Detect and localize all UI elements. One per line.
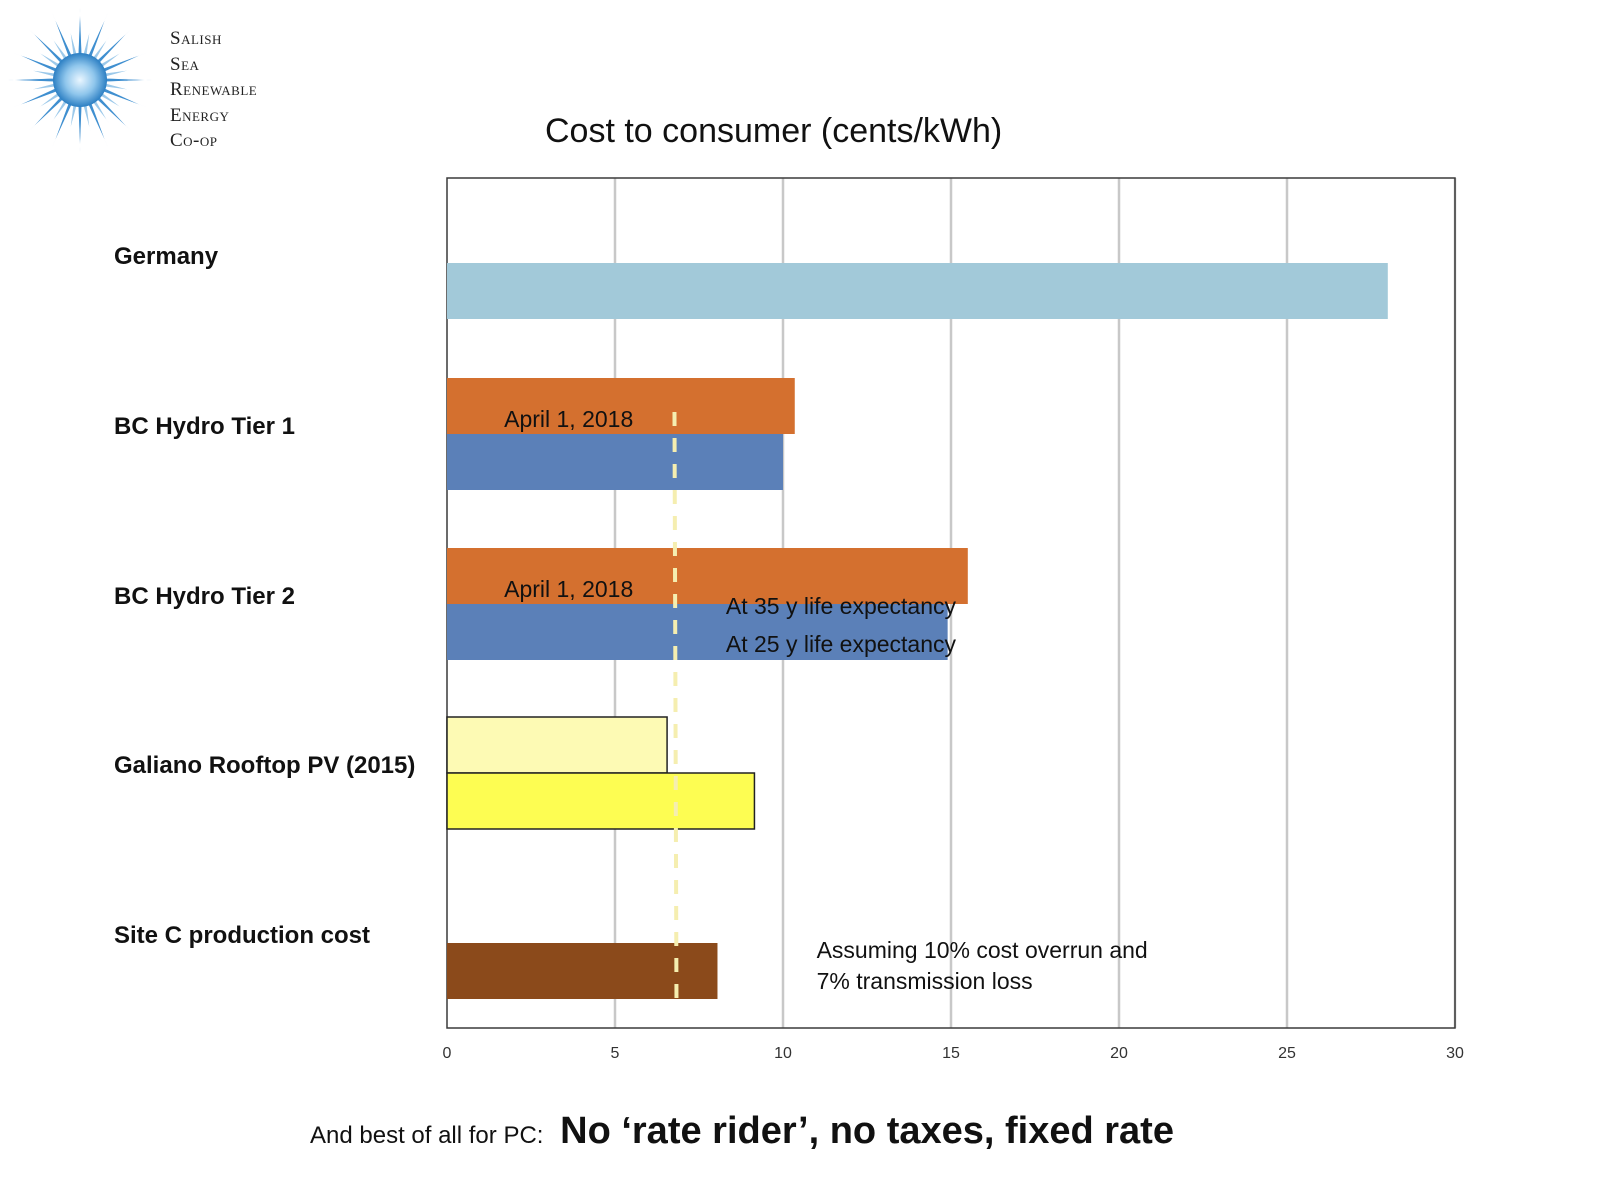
category-label: Galiano Rooftop PV (2015) (114, 752, 415, 779)
logo-line: Salish (170, 28, 222, 49)
logo-line: Renewable (170, 79, 258, 100)
reference-line (672, 411, 679, 1001)
bar (447, 604, 948, 660)
footer-prefix: And best of all for PC: (310, 1122, 544, 1149)
bar (447, 263, 1388, 319)
x-tick-label: 10 (774, 1045, 792, 1062)
logo-wordmark: Salish Sea Renewable Energy Co-op (170, 26, 257, 154)
bar-chart: 0 5 10 15 20 25 30 Germany BC Hydro Tier 1 BC Hyd… (114, 177, 1464, 1062)
sun-logo-icon (7, 7, 153, 153)
chart-title: Cost to consumer (cents/kWh) (545, 112, 1003, 150)
logo: Salish Sea Renewable Energy Co-op (4, 6, 257, 156)
x-tick-label: 30 (1446, 1045, 1464, 1062)
annotation-label: At 25 y life expectancy (726, 631, 957, 657)
logo-line: Sea (170, 53, 200, 75)
x-tick-label: 20 (1110, 1045, 1128, 1062)
annotation-label: Assuming 10% cost overrun and (817, 937, 1148, 963)
logo-line: Energy (170, 104, 230, 126)
annotation-label: At 35 y life expectancy (726, 593, 957, 619)
footer-note: And best of all for PC: No ‘rate rider’,… (310, 1110, 1174, 1153)
category-label: BC Hydro Tier 1 (114, 413, 295, 440)
annotation-label: April 1, 2018 (504, 576, 633, 602)
x-tick-label: 25 (1278, 1045, 1296, 1062)
category-label: Germany (114, 243, 219, 270)
x-tick-label: 15 (942, 1045, 960, 1062)
category-label: BC Hydro Tier 2 (114, 583, 295, 610)
footer-emphasis: No ‘rate rider’, no taxes, fixed rate (560, 1110, 1174, 1152)
annotation-label: 7% transmission loss (817, 968, 1033, 994)
x-tick-label: 5 (611, 1045, 620, 1062)
bar (447, 434, 783, 490)
bar (446, 772, 756, 830)
x-tick-label: 0 (443, 1045, 452, 1062)
bar (447, 548, 968, 604)
annotation-label: April 1, 2018 (504, 406, 633, 432)
logo-line: Co-op (170, 130, 218, 151)
bar (447, 943, 718, 999)
bar (447, 378, 795, 434)
category-label: Site C production cost (114, 922, 370, 949)
bar (446, 716, 668, 774)
